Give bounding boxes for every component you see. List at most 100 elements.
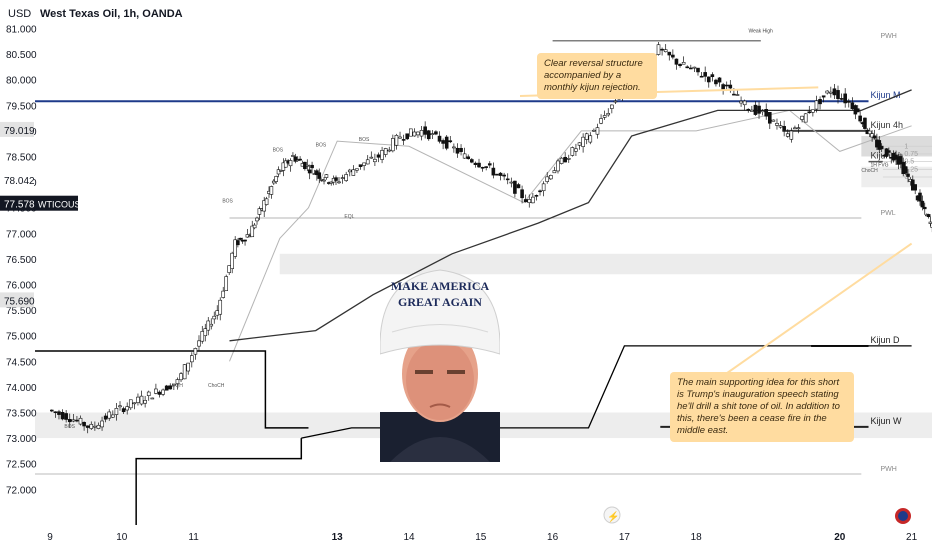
candle-body (298, 158, 302, 161)
candle-body (782, 126, 786, 131)
flag-icon-inner (898, 511, 908, 521)
kijun-lines (35, 89, 912, 525)
candle-body (307, 169, 312, 174)
candle-body (541, 183, 546, 192)
candle-body (238, 237, 243, 240)
candle-body (49, 409, 54, 412)
candle-body (215, 310, 220, 316)
candle-body (903, 166, 908, 174)
candle-body (879, 145, 884, 150)
current-price-badge (0, 195, 78, 211)
x-tick-label: 21 (906, 532, 918, 543)
structure-label: ChoCH (861, 168, 878, 174)
structure-label: EQH (172, 383, 183, 389)
candle-body (376, 154, 381, 158)
x-tick-label: 11 (188, 532, 199, 543)
fib-label: 0.75 (904, 151, 918, 158)
candle-body (264, 198, 269, 205)
candle-body (243, 239, 247, 242)
structure-label: BOS (359, 137, 370, 143)
candle-body (57, 411, 61, 415)
candle-body (186, 362, 191, 372)
level-label: PWH (881, 466, 897, 473)
candle-body (128, 399, 133, 409)
price-axis: 72.000 72.500 73.000 73.500 74.000 74.500 75.0… (0, 25, 87, 496)
candle-body (221, 290, 226, 298)
x-tick-label: 20 (834, 532, 846, 543)
candle-body (735, 94, 740, 96)
candle-body (771, 119, 776, 122)
candle-body (595, 127, 600, 135)
y-axis-badge-text: 75.690 (4, 296, 35, 307)
candle-body (305, 164, 310, 167)
candle-body (602, 115, 607, 118)
candle-body (125, 406, 129, 411)
fib-label: 1 (904, 143, 908, 150)
y-tick-label: 72.500 (6, 460, 37, 471)
candle-body (559, 157, 564, 164)
candle-body (455, 147, 460, 154)
candle-body (613, 100, 618, 103)
candle-body (681, 62, 686, 65)
candle-body (491, 167, 496, 176)
candle-body (689, 67, 693, 70)
y-tick-label: 75.500 (6, 306, 37, 317)
candle-body (340, 177, 345, 179)
candle-body (227, 265, 232, 273)
candle-body (75, 419, 79, 422)
candle-body (139, 395, 144, 405)
candle-body (470, 159, 474, 163)
candle-body (206, 320, 211, 331)
y-tick-label: 73.000 (6, 434, 37, 445)
candle-body (317, 172, 322, 179)
candle-body (118, 405, 122, 408)
candle-body (355, 168, 359, 171)
candle-body (347, 169, 352, 173)
candle-body (872, 135, 877, 139)
candle-body (121, 408, 126, 413)
candle-body (760, 110, 765, 113)
replay-icon-glyph: ⚡ (607, 510, 619, 523)
candle-body (858, 115, 862, 122)
candle-body (778, 125, 783, 128)
kijun-series (229, 109, 912, 362)
level-label: Kijun 4h (871, 120, 904, 130)
candle-body (699, 75, 704, 78)
candle-body (197, 340, 201, 347)
candle-body (509, 181, 514, 184)
x-tick-label: 16 (547, 532, 559, 543)
y-axis-badge-text: 79.019 (4, 126, 35, 137)
candle-body (750, 109, 754, 112)
candle-body (821, 95, 826, 98)
level-label: Kijun W (871, 416, 903, 426)
candle-body (132, 402, 137, 405)
candle-body (209, 323, 214, 327)
y-tick-label: 73.500 (6, 409, 37, 420)
candle-body (599, 118, 603, 124)
candle-body (398, 136, 402, 139)
candle-body (767, 112, 772, 124)
candle-body (233, 239, 237, 257)
candle-body (405, 133, 410, 140)
candle-body (351, 169, 356, 176)
fib-label: 0.5 (904, 159, 914, 166)
y-axis-badge (0, 292, 34, 308)
candle-body (714, 79, 718, 85)
price-candles (49, 42, 932, 434)
candle-body (498, 172, 503, 176)
candle-body (146, 391, 151, 396)
callout-pointer (719, 242, 913, 379)
candle-body (255, 217, 259, 222)
candle-body (430, 133, 435, 135)
kijun-series (229, 89, 912, 342)
candle-body (850, 102, 855, 109)
candle-body (344, 174, 348, 181)
candle-body (703, 72, 707, 77)
candle-body (803, 113, 808, 123)
y-tick-label: 81.000 (6, 25, 37, 36)
candle-body (796, 127, 801, 130)
candle-body (250, 225, 255, 238)
candle-body (380, 150, 384, 160)
candle-body (408, 128, 413, 137)
structure-label: BOS (222, 199, 233, 205)
